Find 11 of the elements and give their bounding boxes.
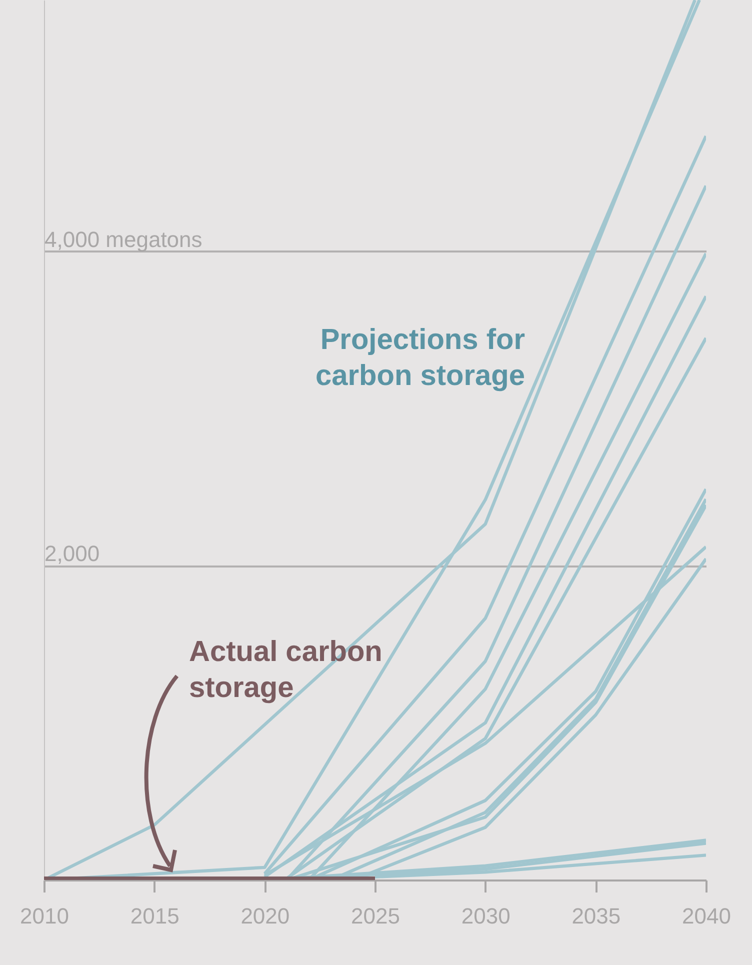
x-tick-label: 2025 — [351, 904, 400, 928]
y-tick-label: 4,000 megatons — [44, 226, 202, 252]
x-tick-label: 2015 — [130, 904, 180, 928]
annotation: Actual carbon storage — [189, 635, 384, 706]
annotation: Projections for carbon storage — [314, 323, 525, 394]
x-tick-label: 2030 — [461, 904, 510, 928]
x-tick-label: 2010 — [20, 904, 69, 928]
x-tick-label: 2035 — [572, 904, 621, 928]
x-tick-label: 2020 — [240, 904, 290, 928]
x-tick-label: 2040 — [682, 904, 731, 928]
y-tick-label: 2,000 — [44, 541, 100, 566]
